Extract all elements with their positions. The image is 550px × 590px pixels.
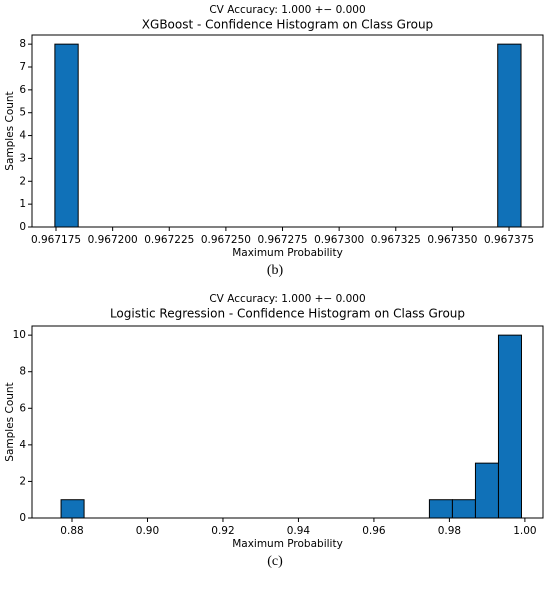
y-axis-label: Samples Count xyxy=(4,382,16,461)
x-tick-label: 0.967325 xyxy=(371,234,421,246)
x-tick-label: 0.967275 xyxy=(257,234,307,246)
y-tick-label: 6 xyxy=(19,84,26,96)
x-tick-label: 0.967350 xyxy=(427,234,477,246)
y-tick-label: 3 xyxy=(19,152,26,164)
x-tick-label: 0.967300 xyxy=(314,234,364,246)
bar xyxy=(497,43,522,228)
y-tick-label: 8 xyxy=(19,366,26,378)
x-tick-label: 0.967250 xyxy=(201,234,251,246)
chart-title: XGBoost - Confidence Histogram on Class … xyxy=(142,18,433,32)
caption: (c) xyxy=(267,554,283,569)
bar xyxy=(60,499,85,519)
caption: (b) xyxy=(267,263,284,278)
y-tick-label: 10 xyxy=(13,329,26,341)
x-tick-label: 0.967200 xyxy=(88,234,138,246)
bar xyxy=(497,334,522,519)
y-tick-label: 2 xyxy=(19,475,26,487)
x-tick-label: 0.967175 xyxy=(31,234,81,246)
y-tick-label: 4 xyxy=(19,130,26,142)
bar xyxy=(428,499,453,519)
y-tick-label: 2 xyxy=(19,175,26,187)
x-axis-label: Maximum Probability xyxy=(232,538,343,550)
y-tick-label: 5 xyxy=(19,107,26,119)
subtitle: CV Accuracy: 1.000 +− 0.000 xyxy=(209,4,365,16)
x-tick-label: 0.90 xyxy=(136,525,159,537)
bar xyxy=(474,462,499,519)
bar xyxy=(451,499,476,519)
chart-title: Logistic Regression - Confidence Histogr… xyxy=(110,307,465,321)
x-tick-label: 0.96 xyxy=(362,525,386,537)
x-tick-label: 0.88 xyxy=(60,525,83,537)
x-tick-label: 0.92 xyxy=(211,525,234,537)
x-axis-label: Maximum Probability xyxy=(232,247,343,259)
x-tick-label: 0.967225 xyxy=(144,234,194,246)
plot-frame xyxy=(31,34,544,228)
x-tick-label: 0.98 xyxy=(438,525,461,537)
x-tick-label: 1.00 xyxy=(513,525,536,537)
y-tick-label: 0 xyxy=(19,221,26,233)
y-axis-label: Samples Count xyxy=(4,91,16,170)
y-tick-label: 1 xyxy=(19,198,26,210)
y-tick-label: 0 xyxy=(19,512,26,524)
x-tick-label: 0.967375 xyxy=(484,234,534,246)
plot-frame xyxy=(31,325,544,519)
y-tick-label: 7 xyxy=(19,61,26,73)
bar xyxy=(54,43,79,228)
y-tick-label: 6 xyxy=(19,402,26,414)
y-tick-label: 4 xyxy=(19,439,26,451)
y-tick-label: 8 xyxy=(19,38,26,50)
x-tick-label: 0.94 xyxy=(287,525,311,537)
subtitle: CV Accuracy: 1.000 +− 0.000 xyxy=(209,293,365,305)
